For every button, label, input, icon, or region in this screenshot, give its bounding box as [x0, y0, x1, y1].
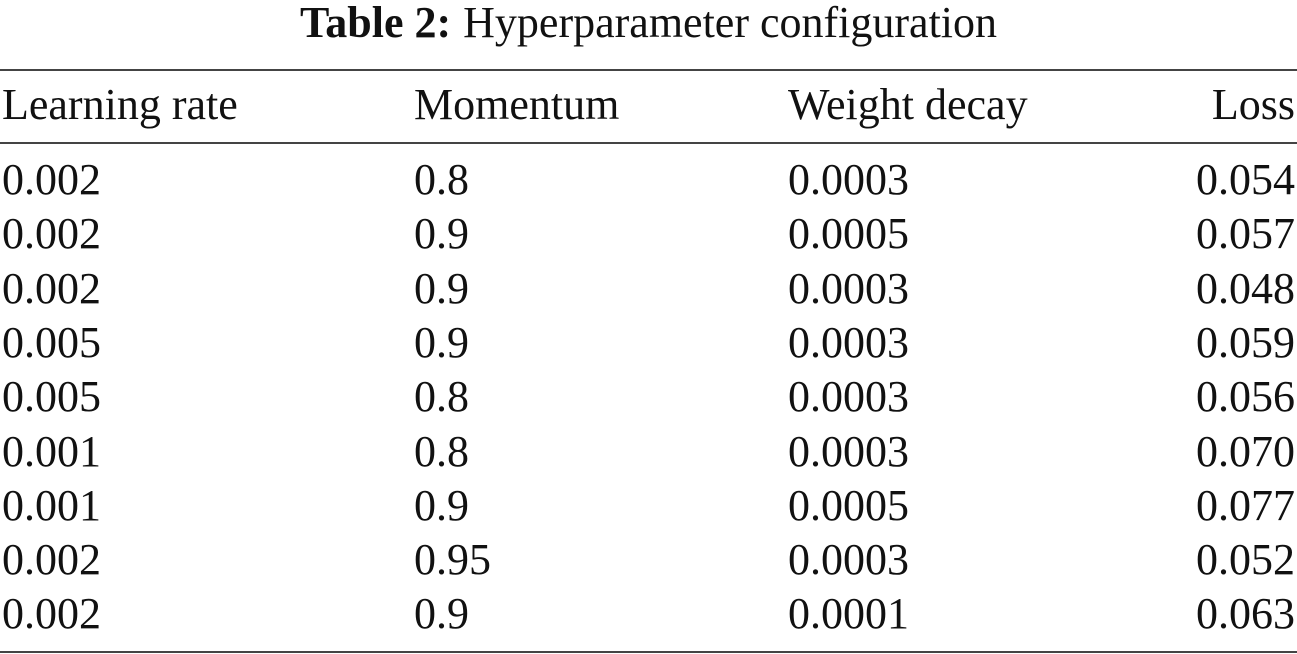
table-cell: 0.057 [1196, 209, 1295, 259]
table-cell: 0.9 [414, 209, 469, 259]
table-cell: 0.0003 [788, 263, 909, 313]
table-cell: 0.063 [1196, 589, 1295, 639]
table-cell: 0.0005 [788, 209, 909, 259]
header-cell: Loss [1211, 80, 1295, 129]
table-cell: 0.048 [1196, 263, 1295, 313]
table-cell: 0.9 [414, 263, 469, 313]
table-caption: Table 2: Hyperparameter configuration [0, 0, 1297, 46]
table-cell: 0.052 [1196, 535, 1295, 585]
table-cell: 0.002 [2, 535, 101, 585]
table-cell: 0.070 [1196, 426, 1295, 476]
table-cell: 0.0003 [788, 317, 909, 367]
table-cell: 0.9 [414, 480, 469, 530]
table-cell: 0.0003 [788, 535, 909, 585]
table-cell: 0.0003 [788, 372, 909, 422]
caption-label: Table 2: [299, 0, 452, 47]
header-rule [0, 142, 1297, 144]
table-cell: 0.002 [2, 209, 101, 259]
table-cell: 0.054 [1196, 155, 1295, 204]
table-cell: 0.0003 [788, 155, 909, 204]
table-cell: 0.0001 [788, 589, 909, 639]
table-cell: 0.8 [414, 426, 469, 476]
caption-text: Hyperparameter configuration [463, 0, 998, 47]
header-cell: Learning rate [2, 80, 238, 129]
table-cell: 0.9 [414, 317, 469, 367]
table-cell: 0.002 [2, 155, 101, 204]
table-cell: 0.0005 [788, 480, 909, 530]
top-rule [0, 69, 1297, 71]
table-cell: 0.056 [1196, 372, 1295, 422]
table-cell: 0.005 [2, 372, 101, 422]
table-cell: 0.005 [2, 317, 101, 367]
table-cell: 0.9 [414, 589, 469, 639]
table-cell: 0.002 [2, 589, 101, 639]
table-cell: 0.8 [414, 372, 469, 422]
table-cell: 0.8 [414, 155, 469, 204]
table-cell: 0.002 [2, 263, 101, 313]
table-cell: 0.059 [1196, 317, 1295, 367]
table-cell: 0.95 [414, 535, 491, 585]
table-cell: 0.001 [2, 426, 101, 476]
header-cell: Weight decay [788, 80, 1028, 129]
table-cell: 0.001 [2, 480, 101, 530]
table-cell: 0.0003 [788, 426, 909, 476]
table-cell: 0.077 [1196, 480, 1295, 530]
bottom-rule [0, 651, 1297, 653]
header-cell: Momentum [414, 80, 620, 129]
